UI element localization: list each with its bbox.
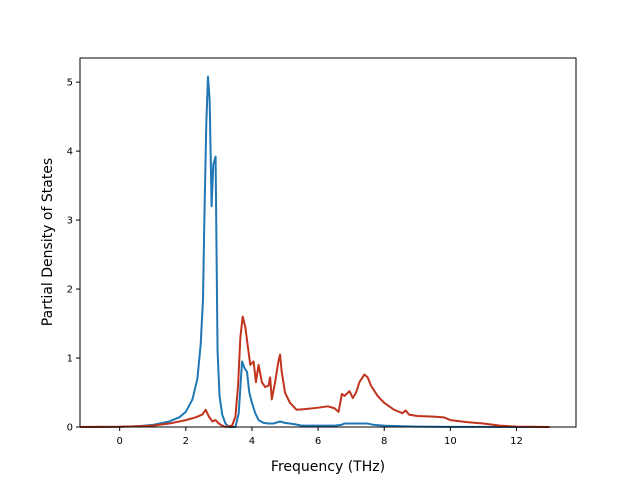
y-tick-label: 4	[67, 147, 73, 158]
series-line-1	[79, 75, 550, 428]
y-axis: 0 1 2 3 4 5	[67, 78, 80, 434]
x-tick-label: 10	[444, 436, 457, 447]
x-tick-label: 4	[249, 436, 255, 447]
y-tick-label: 5	[67, 78, 73, 89]
y-tick-label: 0	[67, 423, 73, 434]
series-line-2	[79, 315, 550, 428]
x-tick-label: 6	[315, 436, 321, 447]
x-tick-label: 2	[183, 436, 189, 447]
y-tick-label: 1	[67, 354, 73, 365]
x-tick-label: 8	[381, 436, 387, 447]
y-tick-label: 2	[67, 285, 73, 296]
x-axis-label: Frequency (THz)	[271, 459, 385, 475]
series-layer	[79, 75, 550, 428]
axes-frame	[79, 57, 577, 428]
x-tick-label: 0	[116, 436, 122, 447]
axes-background	[80, 58, 576, 427]
y-axis-label: Partial Density of States	[40, 158, 56, 326]
x-axis: 0 2 4 6 8 10 12	[116, 427, 523, 447]
plot-area	[79, 57, 577, 428]
y-tick-label: 3	[67, 216, 73, 227]
x-tick-label: 12	[510, 436, 523, 447]
